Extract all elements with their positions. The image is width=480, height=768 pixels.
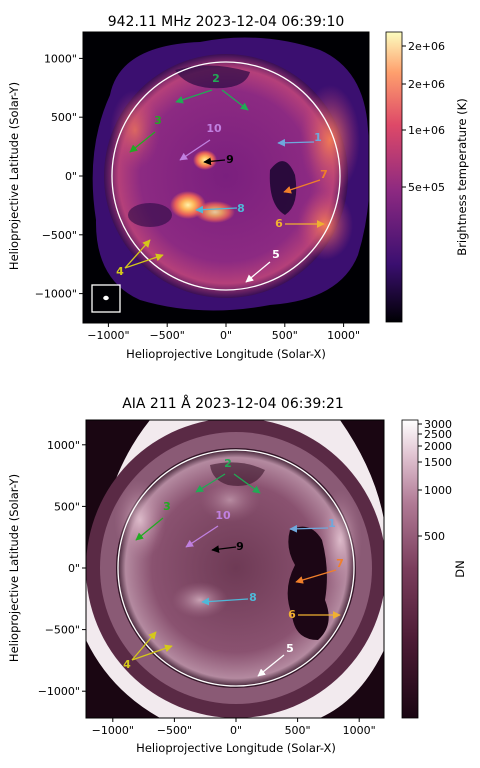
x-tick-label: 1000" [327,329,360,342]
y-tick-label: 500" [51,111,77,124]
aia-axes: −1000" −500" 0" 500" 1000" 1000" 500" 0" −500" −1… [38,439,376,737]
annotation-label: 8 [249,591,257,604]
radio-axes: −1000" −500" 0" 500" 1000" 1000" 500" 0" −500" −1… [35,52,360,342]
x-tick-label: −1000" [87,329,129,342]
radio-annotations: 2 3 10 9 1 7 8 6 5 4 [116,72,328,283]
radio-colorbar-ticks: 2e+06 2e+06 1e+06 5e+05 [402,40,445,194]
radio-image [83,32,369,323]
annotation-label: 9 [226,153,234,166]
annotation-label: 10 [215,509,231,522]
aia-ylabel: Helioprojective Latitude (Solar-Y) [7,474,21,662]
annotation-label: 1 [314,131,322,144]
x-tick-label: −500" [150,329,185,342]
aia-annotations: 2 3 10 9 1 7 8 6 5 4 [123,457,344,677]
annotation-label: 2 [224,457,232,470]
annotation-arrow [289,524,329,533]
x-tick-label: 500" [272,329,298,342]
colorbar-tick-label: 5e+05 [408,181,445,194]
annotation-arrow [283,179,321,194]
aia-limb-circle [117,449,355,687]
radio-ylabel: Helioprojective Latitude (Solar-Y) [7,82,21,270]
colorbar-tick-label: 2000 [424,440,452,453]
radio-xlabel: Helioprojective Longitude (Solar-X) [126,347,326,361]
aia-colorbar-label: DN [453,560,467,577]
annotation-label: 3 [154,114,162,127]
annotation-arrow [211,545,237,553]
annotation-label: 9 [236,540,244,553]
annotation-label: 7 [336,557,344,570]
x-tick-label: 0" [230,724,242,737]
annotation-arrow [195,205,238,214]
y-tick-label: −1000" [38,685,80,698]
annotation-arrow [179,139,211,161]
y-tick-label: 0" [68,562,80,575]
annotation-arrow [131,644,173,661]
annotation-arrow [185,525,219,548]
annotation-label: 6 [275,217,283,230]
annotation-label: 4 [123,658,131,671]
colorbar-tick-label: 2e+06 [408,78,445,91]
colorbar-tick-label: 1e+06 [408,124,445,137]
x-tick-label: 0" [220,329,232,342]
annotation-arrow [135,517,164,541]
radio-colorbar-label: Brightness temperature (K) [455,98,469,255]
annotation-arrow [257,654,285,677]
radio-title: 942.11 MHz 2023-12-04 06:39:10 [108,14,345,30]
annotation-label: 4 [116,265,124,278]
aia-xlabel: Helioprojective Longitude (Solar-X) [136,741,336,755]
aia-frame [85,419,385,719]
annotation-label: 2 [212,72,220,85]
x-tick-label: 1000" [343,724,376,737]
annotation-arrow [203,157,226,166]
annotation-label: 5 [272,248,280,261]
aia-colorbar [401,419,419,719]
annotation-label: 6 [288,608,296,621]
y-tick-label: −500" [45,624,80,637]
aia-image [86,420,384,718]
annotation-label: 7 [320,168,328,181]
colorbar-tick-label: 1500 [424,456,452,469]
y-tick-label: 500" [54,500,80,513]
y-tick-label: −500" [42,229,77,242]
annotation-arrow [201,597,249,606]
annotation-arrow [233,473,261,494]
colorbar-tick-label: 500 [424,530,445,543]
annotation-arrow [221,89,249,111]
colorbar-tick-label: 2500 [424,428,452,441]
annotation-label: 10 [206,122,222,135]
annotation-arrow [175,89,213,104]
annotation-arrow [129,131,156,153]
x-tick-label: −500" [157,724,192,737]
annotation-arrow [124,239,151,269]
y-tick-label: 0" [65,170,77,183]
radio-colorbar [385,31,403,323]
y-tick-label: 1000" [44,52,77,65]
aia-title: AIA 211 Å 2023-12-04 06:39:21 [122,395,344,412]
colorbar-tick-label: 2e+06 [408,40,445,53]
annotation-arrow [195,473,226,493]
y-tick-label: 1000" [47,439,80,452]
colorbar-tick-label: 3000 [424,418,452,431]
annotation-arrow [295,569,337,584]
annotation-arrow [277,138,315,147]
annotation-label: 1 [328,517,336,530]
annotation-arrow [245,261,271,283]
annotation-label: 8 [237,202,245,215]
x-tick-label: −1000" [92,724,134,737]
beam-box [91,284,121,313]
x-tick-label: 500" [285,724,311,737]
annotation-arrow [124,253,164,269]
annotation-label: 5 [286,642,294,655]
colorbar-tick-label: 1000 [424,484,452,497]
annotation-label: 3 [163,500,171,513]
annotation-arrow [131,631,157,661]
radio-limb-circle [111,61,341,291]
y-tick-label: −1000" [35,288,77,301]
